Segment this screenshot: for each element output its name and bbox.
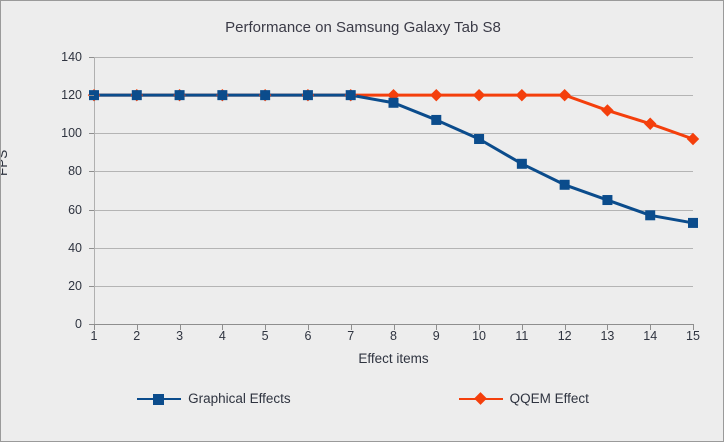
legend-marker-square <box>153 393 165 405</box>
x-tick-label: 7 <box>347 329 355 343</box>
x-tick-mark <box>479 325 481 330</box>
x-tick-label: 14 <box>643 329 658 343</box>
x-axis-line <box>94 324 694 325</box>
gridline-horizontal <box>94 171 693 173</box>
y-tick-mark <box>89 171 94 173</box>
legend-label-qqem-effect: QQEM Effect <box>509 391 589 406</box>
y-tick-mark <box>89 57 94 58</box>
x-tick-label: 15 <box>686 329 700 343</box>
legend-item-qqem-effect[interactable]: QQEM Effect <box>458 391 589 406</box>
y-tick-label: 40 <box>68 240 82 255</box>
x-tick-mark <box>693 325 694 330</box>
x-tick-label: 12 <box>557 329 572 343</box>
x-tick-mark <box>265 325 267 330</box>
gridline-horizontal <box>94 95 693 97</box>
gridline-horizontal <box>94 285 693 287</box>
y-axis-line <box>94 57 95 325</box>
chart-title: Performance on Samsung Galaxy Tab S8 <box>225 19 501 36</box>
x-tick-mark <box>436 325 438 330</box>
x-tick-label: 1 <box>90 329 98 343</box>
gridline-horizontal <box>94 247 693 249</box>
x-tick-mark <box>607 325 609 330</box>
y-tick-label: 120 <box>61 88 82 103</box>
x-tick-mark <box>222 325 224 330</box>
x-tick-label: 9 <box>432 329 440 343</box>
legend-item-graphical-effects[interactable]: Graphical Effects <box>137 391 291 406</box>
x-tick-label: 8 <box>390 329 397 343</box>
x-tick-label: 10 <box>472 329 487 343</box>
y-tick-mark <box>89 95 94 97</box>
y-tick-mark <box>89 324 94 325</box>
y-tick-label: 0 <box>75 317 82 331</box>
x-tick-mark <box>136 325 138 330</box>
y-axis-title: FPS <box>0 149 10 176</box>
legend-label-graphical-effects: Graphical Effects <box>188 391 291 406</box>
plot-area <box>94 57 693 324</box>
legend-swatch-diamond-icon <box>458 392 503 406</box>
x-tick-mark <box>393 325 395 330</box>
x-tick-mark <box>179 325 181 330</box>
x-tick-mark <box>307 325 309 330</box>
y-tick-label: 140 <box>61 50 82 64</box>
x-tick-label: 3 <box>176 329 184 343</box>
x-tick-label: 11 <box>515 329 529 343</box>
y-tick-label: 80 <box>68 164 82 179</box>
y-tick-label: 100 <box>61 126 82 141</box>
x-tick-mark <box>94 325 95 330</box>
y-tick-mark <box>89 209 94 211</box>
x-axis-title: Effect items <box>358 351 429 366</box>
gridline-horizontal <box>94 209 693 211</box>
x-tick-mark <box>521 325 523 330</box>
y-tick-mark <box>89 247 94 249</box>
x-tick-label: 13 <box>600 329 615 343</box>
y-tick-label: 20 <box>68 278 82 293</box>
legend-swatch-square-icon <box>137 392 182 406</box>
x-tick-label: 2 <box>133 329 141 343</box>
chart-legend: Graphical Effects QQEM Effect <box>1 391 723 406</box>
x-tick-mark <box>650 325 652 330</box>
x-tick-label: 4 <box>218 329 226 343</box>
y-tick-mark <box>89 133 94 135</box>
x-tick-label: 6 <box>304 329 312 343</box>
x-tick-mark <box>564 325 566 330</box>
x-tick-label: 5 <box>261 329 269 343</box>
y-tick-mark <box>89 285 94 287</box>
gridline-horizontal <box>94 133 693 135</box>
x-tick-mark <box>350 325 352 330</box>
legend-marker-diamond <box>473 392 487 405</box>
y-tick-label: 60 <box>68 202 82 217</box>
gridline-horizontal <box>94 57 693 58</box>
